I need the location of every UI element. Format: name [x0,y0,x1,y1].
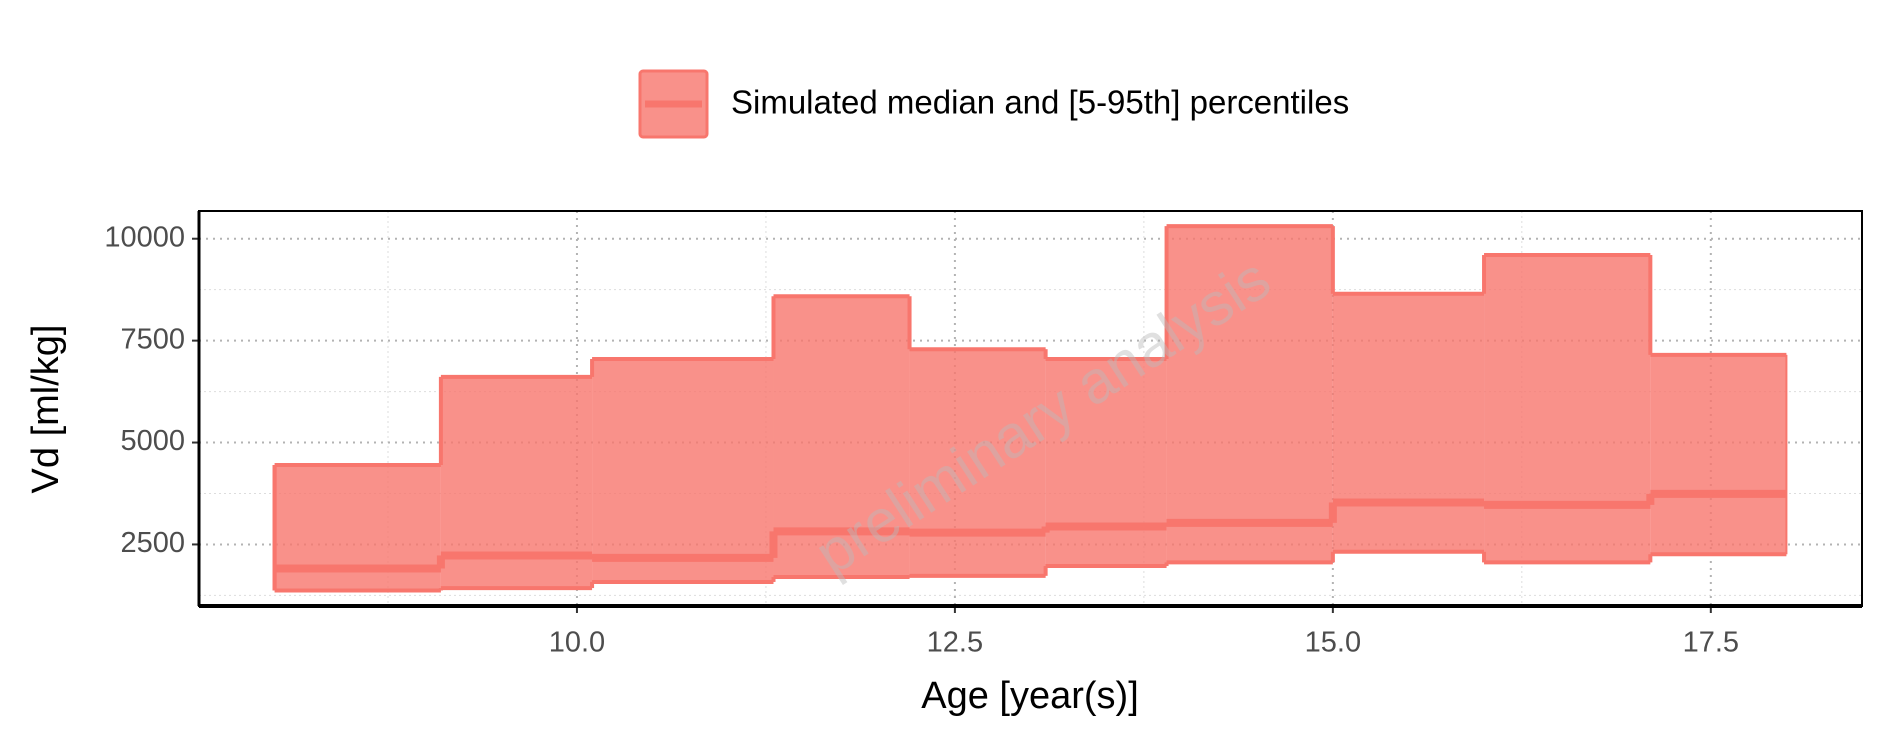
band-segment [1484,255,1651,563]
band-segment [909,349,1046,576]
x-tick-label: 10.0 [549,627,605,659]
band-segment [1332,293,1485,552]
y-tick-label: 7500 [120,323,185,355]
y-tick-label: 5000 [120,425,185,457]
y-tick-label: 10000 [104,221,185,253]
x-axis-title: Age [year(s)] [921,675,1139,717]
band-segment [592,358,774,582]
legend-label: Simulated median and [5-95th] percentile… [731,84,1349,121]
x-tick-label: 17.5 [1683,627,1739,659]
band-segment [1650,354,1787,555]
x-tick-label: 12.5 [927,627,983,659]
band-segment [1166,226,1333,563]
band [272,224,1788,593]
x-tick-label: 15.0 [1305,627,1361,659]
band-segment [1045,358,1167,567]
y-tick-label: 2500 [120,527,185,559]
y-axis-title: Vd [ml/kg] [25,325,67,494]
